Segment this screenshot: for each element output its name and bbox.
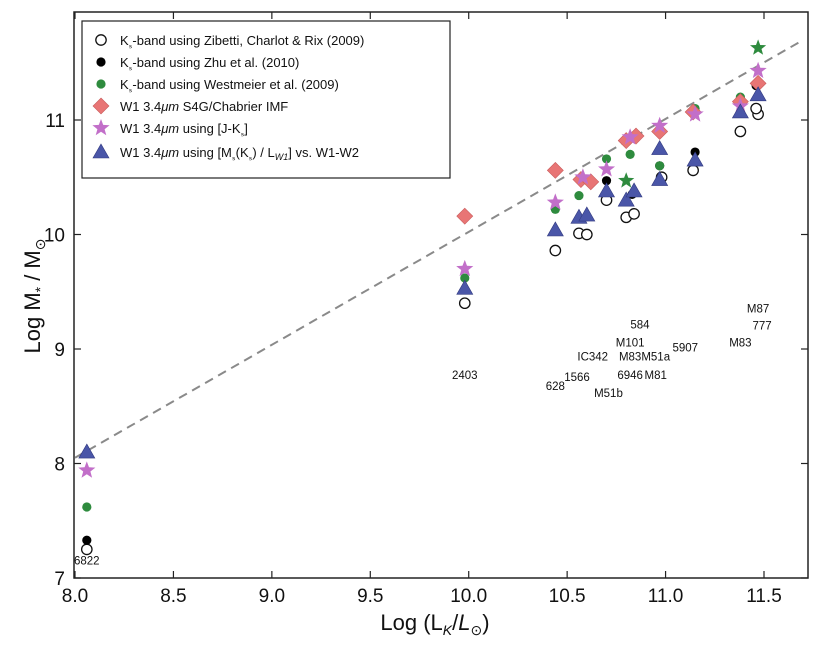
data-point xyxy=(598,160,616,177)
data-point xyxy=(651,140,669,155)
data-point xyxy=(456,279,474,295)
data-point xyxy=(731,103,749,119)
y-tick-label: 9 xyxy=(54,340,65,361)
data-point xyxy=(458,297,471,310)
data-point xyxy=(82,502,92,512)
galaxy-label: 1566 xyxy=(564,372,590,384)
data-point xyxy=(686,105,704,122)
galaxy-label: 628 xyxy=(546,381,565,393)
galaxy-label: 5907 xyxy=(672,342,698,354)
galaxy-label: 6946 xyxy=(617,370,643,382)
data-point xyxy=(651,123,669,140)
data-point xyxy=(456,207,474,225)
data-point xyxy=(617,191,635,207)
data-point xyxy=(621,128,639,145)
reference-line xyxy=(74,38,804,459)
data-point xyxy=(549,244,562,257)
legend-entry-jk: W1 3.4μm using [J-Kₛ] xyxy=(120,121,248,139)
data-point xyxy=(578,206,596,222)
series-5 xyxy=(78,86,767,459)
galaxy-label: M51b xyxy=(594,388,623,400)
data-point xyxy=(78,443,96,459)
legend-marker xyxy=(92,143,110,159)
legend-entry-w1w2: W1 3.4μm using [Mₛ(Kₛ) / LW1] vs. W1-W2 xyxy=(120,145,359,163)
legend-box xyxy=(81,20,451,179)
galaxy-label: 584 xyxy=(630,319,650,331)
y-tick-label: 8 xyxy=(54,455,65,476)
legend-entry-zhu: Kₛ-band using Zhu et al. (2010) xyxy=(120,55,299,73)
legend-entry-zibetti: Kₛ-band using Zibetti, Charlot & Rix (20… xyxy=(120,33,364,51)
x-tick-label: 10.0 xyxy=(450,586,487,607)
y-tick-label: 10 xyxy=(44,226,65,247)
legend: Kₛ-band using Zibetti, Charlot & Rix (20… xyxy=(81,20,451,179)
data-point xyxy=(686,151,704,167)
data-point xyxy=(651,170,669,186)
galaxy-label: M51a xyxy=(641,351,670,363)
galaxy-label: 777 xyxy=(752,321,771,333)
data-point xyxy=(546,221,564,237)
data-point xyxy=(749,61,767,78)
data-point xyxy=(750,102,762,115)
series-6 xyxy=(618,39,767,188)
series-0 xyxy=(80,102,764,556)
data-point xyxy=(651,116,669,133)
x-tick-label: 11.5 xyxy=(746,586,782,607)
data-point xyxy=(655,161,665,171)
data-point xyxy=(80,543,93,556)
x-tick-label: 8.5 xyxy=(160,586,186,607)
data-point xyxy=(597,182,616,198)
galaxy-label: 2403 xyxy=(452,370,478,382)
x-axis-title: Log (LK/L⊙) xyxy=(380,610,489,638)
data-point xyxy=(580,228,593,241)
data-point xyxy=(78,461,96,478)
data-point xyxy=(574,168,592,185)
galaxy-label: M101 xyxy=(616,338,645,350)
x-tick-label: 9.5 xyxy=(357,586,383,607)
legend-marker xyxy=(96,79,106,89)
galaxy-label: 6822 xyxy=(74,555,100,567)
data-point xyxy=(750,39,767,55)
data-point xyxy=(618,172,635,188)
data-point xyxy=(574,190,584,201)
legend-entry-westmeier: Kₛ-band using Westmeier et al. (2009) xyxy=(120,77,339,95)
legend-marker xyxy=(95,34,107,46)
legend-entry-s4g: W1 3.4μm S4G/Chabrier IMF xyxy=(120,99,288,114)
data-point xyxy=(456,259,474,277)
data-point xyxy=(460,273,470,283)
legend-marker xyxy=(92,119,110,136)
data-point xyxy=(628,208,640,220)
data-point xyxy=(82,535,92,545)
data-point xyxy=(687,164,699,177)
y-axis-title: Log M* / M⊙ xyxy=(20,238,48,353)
data-point xyxy=(601,176,612,186)
x-tick-label: 8.0 xyxy=(62,586,88,607)
y-tick-label: 11 xyxy=(45,111,65,132)
x-tick-label: 11.0 xyxy=(648,586,684,607)
data-point xyxy=(625,182,643,198)
galaxy-label: M83 xyxy=(619,351,641,363)
x-tick-label: 10.5 xyxy=(549,586,586,607)
legend-marker xyxy=(96,57,106,67)
data-point xyxy=(749,86,767,102)
y-tick-label: 7 xyxy=(54,569,65,590)
data-point xyxy=(601,154,612,164)
galaxy-label: IC342 xyxy=(577,351,608,363)
data-point xyxy=(734,125,747,138)
legend-marker xyxy=(92,97,110,115)
galaxy-label: M87 xyxy=(747,303,769,315)
data-point xyxy=(625,149,635,159)
galaxy-label: M81 xyxy=(645,370,667,382)
data-point xyxy=(546,193,564,210)
data-point xyxy=(546,161,564,179)
galaxy-label: M83 xyxy=(729,338,751,350)
x-tick-label: 9.0 xyxy=(259,586,285,607)
